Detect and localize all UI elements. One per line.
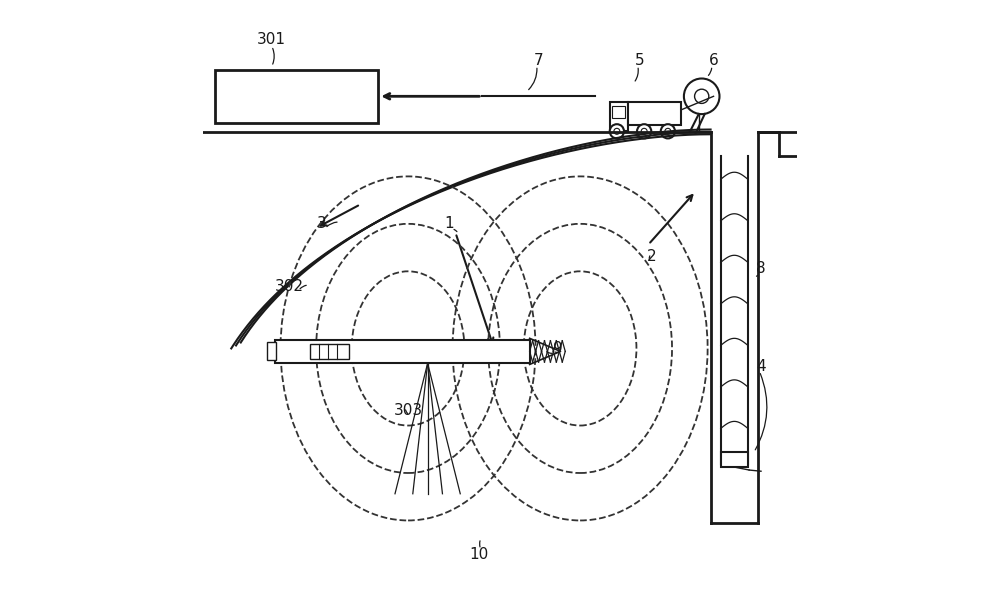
Text: 303: 303 xyxy=(393,403,423,418)
Text: 2: 2 xyxy=(646,249,656,264)
Bar xyxy=(215,70,378,123)
Circle shape xyxy=(695,89,709,104)
Bar xyxy=(610,103,628,131)
Bar xyxy=(721,452,748,467)
Text: 9: 9 xyxy=(553,341,563,356)
Text: 1: 1 xyxy=(445,216,454,231)
Bar xyxy=(310,344,349,359)
Bar xyxy=(267,343,276,361)
Bar xyxy=(275,340,530,363)
Circle shape xyxy=(661,124,675,138)
Bar xyxy=(628,103,681,125)
Circle shape xyxy=(684,79,719,114)
Text: 10: 10 xyxy=(470,547,489,562)
Text: 5: 5 xyxy=(635,53,644,68)
Bar xyxy=(612,106,625,117)
Text: 6: 6 xyxy=(709,53,718,68)
Text: 7: 7 xyxy=(534,53,543,68)
Text: 8: 8 xyxy=(756,261,766,276)
Text: 301: 301 xyxy=(257,32,286,48)
Circle shape xyxy=(637,124,651,138)
Text: 3: 3 xyxy=(317,216,327,231)
Text: 4: 4 xyxy=(756,359,766,374)
Circle shape xyxy=(614,128,620,134)
Circle shape xyxy=(641,128,647,134)
Circle shape xyxy=(610,124,624,138)
Circle shape xyxy=(665,128,671,134)
Text: 302: 302 xyxy=(275,279,304,294)
